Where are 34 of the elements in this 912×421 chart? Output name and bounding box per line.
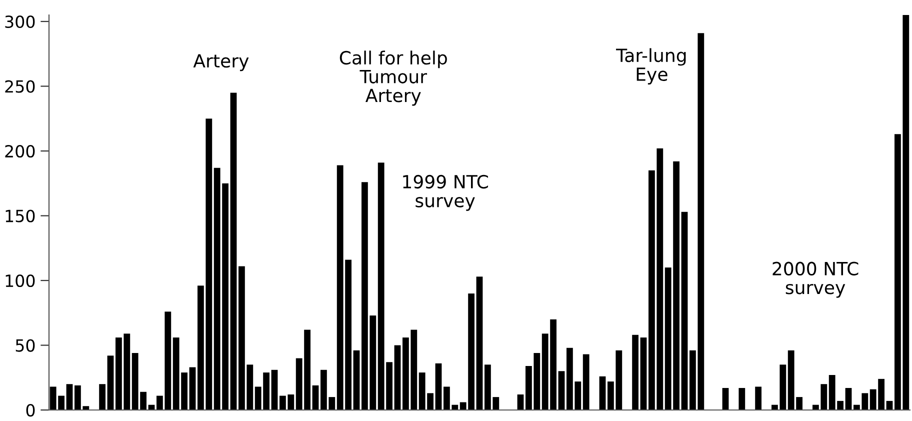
bar <box>681 212 688 410</box>
bar <box>632 334 638 410</box>
bar <box>755 386 762 410</box>
bar <box>722 388 729 410</box>
bar <box>230 92 237 410</box>
bar <box>107 356 114 410</box>
y-tick-label: 50 <box>16 339 35 352</box>
bar <box>738 388 746 410</box>
bar <box>845 388 852 410</box>
bar <box>599 376 606 410</box>
y-tick-label: 200 <box>5 144 35 158</box>
bar <box>476 276 483 410</box>
bar <box>582 354 590 410</box>
bar <box>640 337 647 410</box>
bar <box>435 363 442 410</box>
bar <box>66 384 73 410</box>
bar <box>99 384 106 410</box>
annotation: 1999 NTC survey <box>403 174 488 211</box>
y-tick-label: 250 <box>5 80 35 93</box>
bar <box>271 370 278 410</box>
bar <box>517 394 524 410</box>
bar <box>189 367 196 410</box>
annotation: 2000 NTC survey <box>772 262 858 298</box>
bar <box>394 345 401 410</box>
annotation: Tar-lung Eye <box>616 48 686 85</box>
y-tick-label: 150 <box>6 210 35 222</box>
bar <box>312 385 319 410</box>
y-tick-label: 100 <box>6 274 35 288</box>
annotation: Artery <box>193 54 249 72</box>
bar <box>558 371 565 410</box>
y-tick-label: 300 <box>5 15 35 28</box>
y-tick-label: 0 <box>26 404 35 417</box>
annotation: Call for help Tumour Artery <box>340 50 447 106</box>
bar <box>353 350 360 410</box>
